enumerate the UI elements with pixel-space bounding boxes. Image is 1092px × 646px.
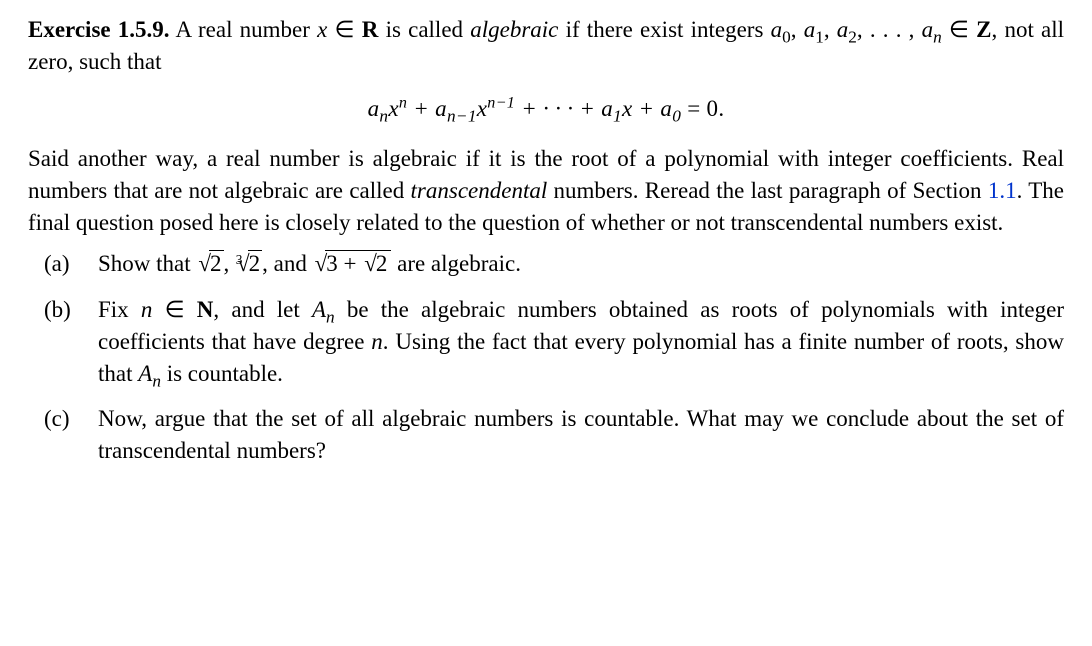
- sqrt-2: 2: [196, 248, 223, 280]
- intro-text-1: A real number: [170, 17, 318, 42]
- part-a-text-1: Show that: [98, 251, 196, 276]
- part-a-label: (a): [28, 248, 98, 280]
- math-x-in-R: x ∈ R: [317, 17, 378, 42]
- set-An-1: An: [312, 297, 335, 322]
- part-b: (b) Fix n ∈ N, and let An be the algebra…: [28, 294, 1064, 389]
- part-c-body: Now, argue that the set of all algebraic…: [98, 403, 1064, 466]
- polynomial-equation: anxn + an−1xn−1 + · · · + a1x + a0 = 0.: [28, 93, 1064, 125]
- section-reference-link[interactable]: 1.1: [988, 178, 1017, 203]
- definition-paragraph: Said another way, a real number is algeb…: [28, 143, 1064, 238]
- part-a-text-2: ,: [224, 251, 236, 276]
- intro-text-2: is called: [378, 17, 470, 42]
- term-algebraic: algebraic: [470, 17, 558, 42]
- part-b-text-2: , and let: [213, 297, 312, 322]
- part-b-label: (b): [28, 294, 98, 326]
- part-a-body: Show that 2, 32, and 3 + 2 are algebraic…: [98, 248, 1064, 280]
- degree-n: n: [371, 329, 383, 354]
- math-n-in-N: n ∈ N: [141, 297, 214, 322]
- part-c: (c) Now, argue that the set of all algeb…: [28, 403, 1064, 466]
- part-b-text-1: Fix: [98, 297, 141, 322]
- para2-text-2: numbers. Reread the last paragraph of Se…: [547, 178, 988, 203]
- part-a-text-4: are algebraic.: [391, 251, 521, 276]
- cuberoot-2: 32: [235, 251, 262, 276]
- exercise-page: Exercise 1.5.9. A real number x ∈ R is c…: [0, 0, 1092, 495]
- part-a: (a) Show that 2, 32, and 3 + 2 are algeb…: [28, 248, 1064, 280]
- exercise-label: Exercise 1.5.9.: [28, 17, 170, 42]
- part-b-text-5: is countable.: [161, 361, 283, 386]
- sqrt-3-plus-sqrt-2: 3 + 2: [313, 248, 392, 280]
- coeff-list: a0, a1, a2, . . . , an ∈ Z: [771, 17, 992, 42]
- intro-text-3: if there exist integers: [558, 17, 770, 42]
- subparts-list: (a) Show that 2, 32, and 3 + 2 are algeb…: [28, 248, 1064, 466]
- term-transcendental: transcendental: [411, 178, 548, 203]
- part-c-label: (c): [28, 403, 98, 435]
- set-An-2: An: [138, 361, 161, 386]
- part-a-text-3: , and: [262, 251, 312, 276]
- intro-paragraph: Exercise 1.5.9. A real number x ∈ R is c…: [28, 14, 1064, 77]
- part-b-body: Fix n ∈ N, and let An be the algebraic n…: [98, 294, 1064, 389]
